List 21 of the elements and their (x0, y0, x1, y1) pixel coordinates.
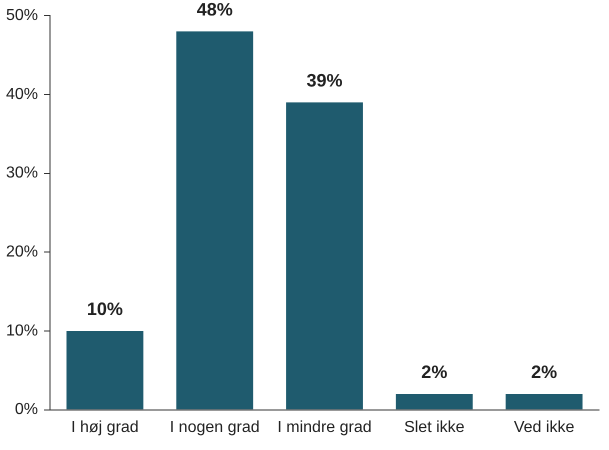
data-label: 48% (196, 0, 233, 20)
x-tick-label: Slet ikke (404, 418, 465, 436)
y-tick-label: 50% (6, 7, 38, 24)
data-label: 39% (306, 70, 343, 90)
y-tick-label: 40% (6, 86, 38, 103)
x-tick-label: Ved ikke (514, 418, 574, 436)
data-label: 2% (531, 362, 558, 382)
x-tick-label: I høj grad (71, 418, 139, 436)
y-tick-label: 20% (6, 244, 38, 261)
y-tick-label: 10% (6, 322, 38, 340)
y-tick-label: 0% (14, 401, 38, 418)
y-tick-label: 30% (6, 164, 38, 182)
bar (506, 394, 583, 410)
x-tick-label: I mindre grad (277, 418, 372, 436)
bar (66, 330, 144, 410)
bar (286, 102, 363, 410)
x-tick-label: I nogen grad (170, 418, 260, 436)
bar (176, 31, 254, 410)
data-label: 10% (86, 298, 123, 319)
bar (396, 394, 473, 410)
data-label: 2% (421, 362, 448, 382)
